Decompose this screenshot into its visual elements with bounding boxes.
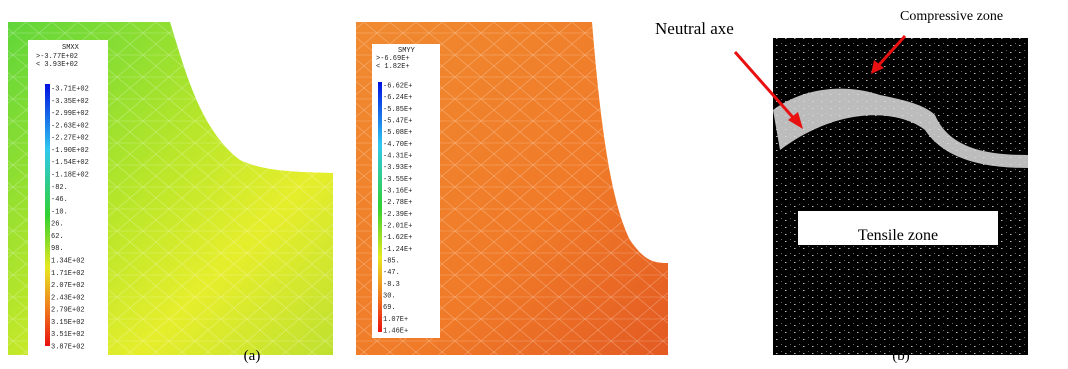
legend-level: 1.46E+: [383, 328, 408, 336]
legend-level: -47.: [383, 269, 400, 277]
compressive-label: Compressive zone: [900, 9, 1003, 24]
legend-level: 3.51E+02: [51, 331, 85, 339]
legend-level: 30.: [383, 293, 396, 301]
legend-level: -3.55E+: [383, 176, 412, 184]
origin-label: O: [932, 92, 944, 109]
legend-level: 3.15E+02: [51, 319, 85, 327]
legend-level: 98.: [51, 245, 64, 253]
legend-level: 1.34E+02: [51, 258, 85, 266]
legend-level: -5.85E+: [383, 106, 412, 114]
legend-level: -5.08E+: [383, 129, 412, 137]
caption: (b): [892, 348, 910, 364]
legend-max: >-6.69E+: [376, 55, 410, 63]
legend-level: -46.: [51, 196, 68, 204]
legend-level: -2.99E+02: [51, 110, 89, 118]
legend-level: 2.43E+02: [51, 294, 85, 302]
legend-level: -1.90E+02: [51, 147, 89, 155]
legend-level: -2.01E+: [383, 223, 412, 231]
legend-level: -2.27E+02: [51, 135, 89, 143]
legend-level: 1.07E+: [383, 316, 408, 324]
legend-level: -1.24E+: [383, 246, 412, 254]
legend-level: -1.54E+02: [51, 159, 89, 167]
legend-level: -4.31E+: [383, 153, 412, 161]
legend-level: -2.78E+: [383, 199, 412, 207]
legend-level: -10.: [51, 208, 68, 216]
legend-level: -2.63E+02: [51, 122, 89, 130]
legend-level: -3.71E+02: [51, 86, 89, 94]
neutral-axis-label: Neutral axe: [655, 19, 734, 38]
legend: SMXX >-3.77E+02 < 3.93E+02 -3.71E+02 -3.3…: [28, 40, 108, 355]
legend-level: -6.24E+: [383, 94, 412, 102]
legend-level: -3.93E+: [383, 164, 412, 172]
tensile-label: Tensile zone: [858, 227, 938, 244]
legend-max: >-3.77E+02: [36, 53, 78, 61]
legend-min: < 1.82E+: [376, 63, 410, 71]
panel-b: Tensile zone O Neutral axe Compressive z…: [655, 9, 1028, 355]
legend-title: SMXX: [62, 44, 80, 52]
legend-level: -2.39E+: [383, 211, 412, 219]
legend-level: 1.71E+02: [51, 270, 85, 278]
legend-level: 69.: [383, 304, 396, 312]
legend-level: -1.62E+: [383, 234, 412, 242]
legend-level: 26.: [51, 221, 64, 229]
legend-level: -5.47E+: [383, 118, 412, 126]
caption: (a): [244, 348, 261, 364]
legend-level: -82.: [51, 184, 68, 192]
legend-level: -1.18E+02: [51, 172, 89, 180]
legend: SMYY >-6.69E+ < 1.82E+ -6.62E+ -6.24E+ -5.…: [372, 44, 440, 338]
legend-min: < 3.93E+02: [36, 61, 78, 69]
legend-level: 2.79E+02: [51, 307, 85, 315]
legend-level: -3.35E+02: [51, 98, 89, 106]
legend-level: -85.: [383, 258, 400, 266]
legend-level: 3.87E+02: [51, 344, 85, 352]
legend-level: -3.16E+: [383, 188, 412, 196]
legend-title: SMYY: [398, 47, 416, 55]
legend-level: -6.62E+: [383, 83, 412, 91]
legend-level: 2.07E+02: [51, 282, 85, 290]
legend-level: -4.70E+: [383, 141, 412, 149]
legend-level: -8.3: [383, 281, 400, 289]
legend-level: 62.: [51, 233, 64, 241]
